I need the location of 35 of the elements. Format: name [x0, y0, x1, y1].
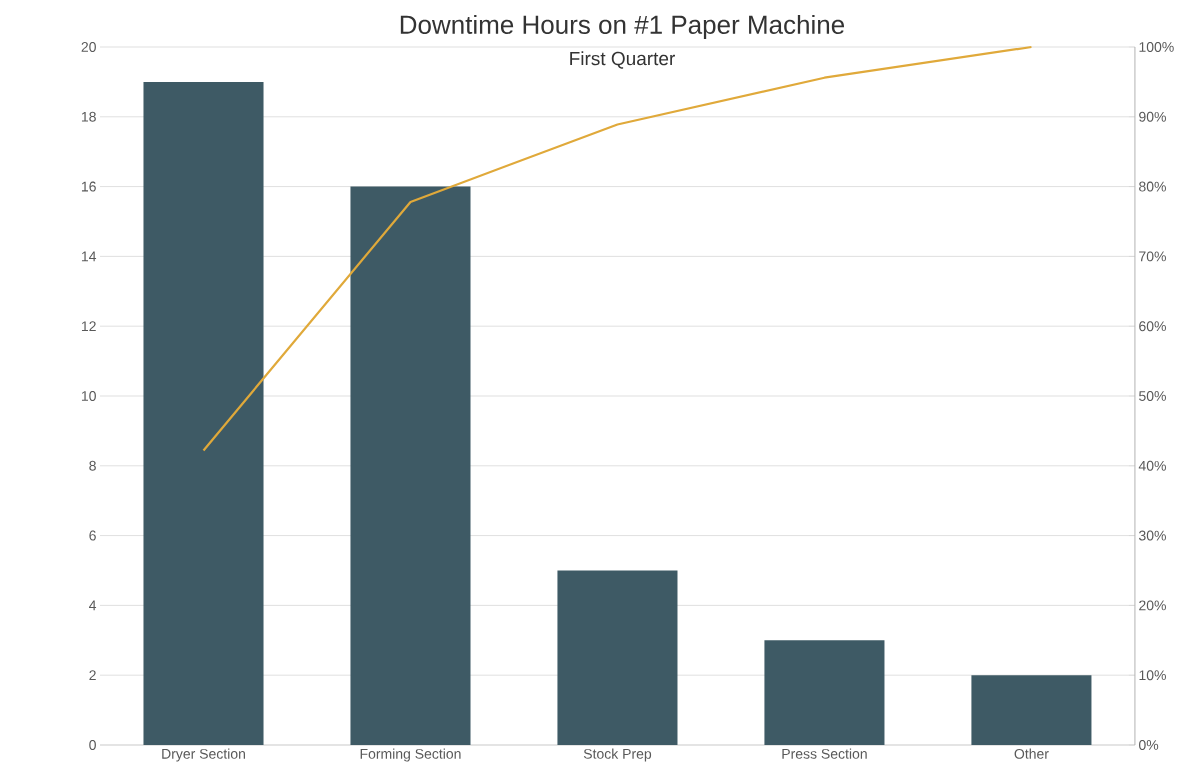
- y-tick-label: 4: [89, 600, 97, 611]
- y2-tick-label: 10%: [1139, 670, 1166, 681]
- y-tick-label: 16: [81, 181, 96, 192]
- y-tick-label: 18: [81, 111, 96, 122]
- bar: [971, 675, 1092, 745]
- y-tick-label: 0: [89, 740, 96, 750]
- bar: [143, 81, 264, 745]
- y-tick-label: 8: [89, 460, 96, 471]
- y-tick-label: 14: [81, 251, 97, 262]
- bar: [350, 186, 471, 745]
- y2-tick-label: 60%: [1139, 321, 1166, 332]
- x-tick-label: Other: [1014, 748, 1049, 759]
- y-tick-label: 12: [81, 321, 96, 332]
- x-tick-label: Dryer Section: [162, 748, 245, 762]
- bar: [557, 570, 678, 745]
- y-tick-label: 2: [89, 670, 96, 681]
- y2-tick-label: 90%: [1139, 111, 1166, 122]
- line-series: [202, 45, 1033, 452]
- y-tick-label: 10: [81, 391, 96, 401]
- x-tick-label: Press Section: [782, 748, 867, 759]
- y-tick-label: 6: [89, 530, 96, 541]
- bar: [764, 640, 885, 745]
- y-tick-label: 20: [81, 42, 96, 52]
- y2-tick-label: 80%: [1139, 181, 1166, 192]
- x-tick-label: Forming Section: [360, 748, 461, 762]
- y2-tick-label: 30%: [1139, 530, 1166, 541]
- y2-tick-label: 50%: [1139, 391, 1166, 401]
- x-tick-label: Stock Prep: [583, 748, 652, 762]
- y2-tick-label: 70%: [1139, 251, 1166, 262]
- chart-subtitle: First Quarter: [570, 51, 675, 69]
- y2-tick-label: 0%: [1139, 740, 1159, 750]
- y2-tick-label: 40%: [1138, 460, 1166, 471]
- chart-title: Downtime Hours on #1 Paper Machine: [400, 14, 845, 40]
- y2-tick-label: 100%: [1139, 42, 1174, 52]
- y2-tick-label: 20%: [1139, 600, 1166, 611]
